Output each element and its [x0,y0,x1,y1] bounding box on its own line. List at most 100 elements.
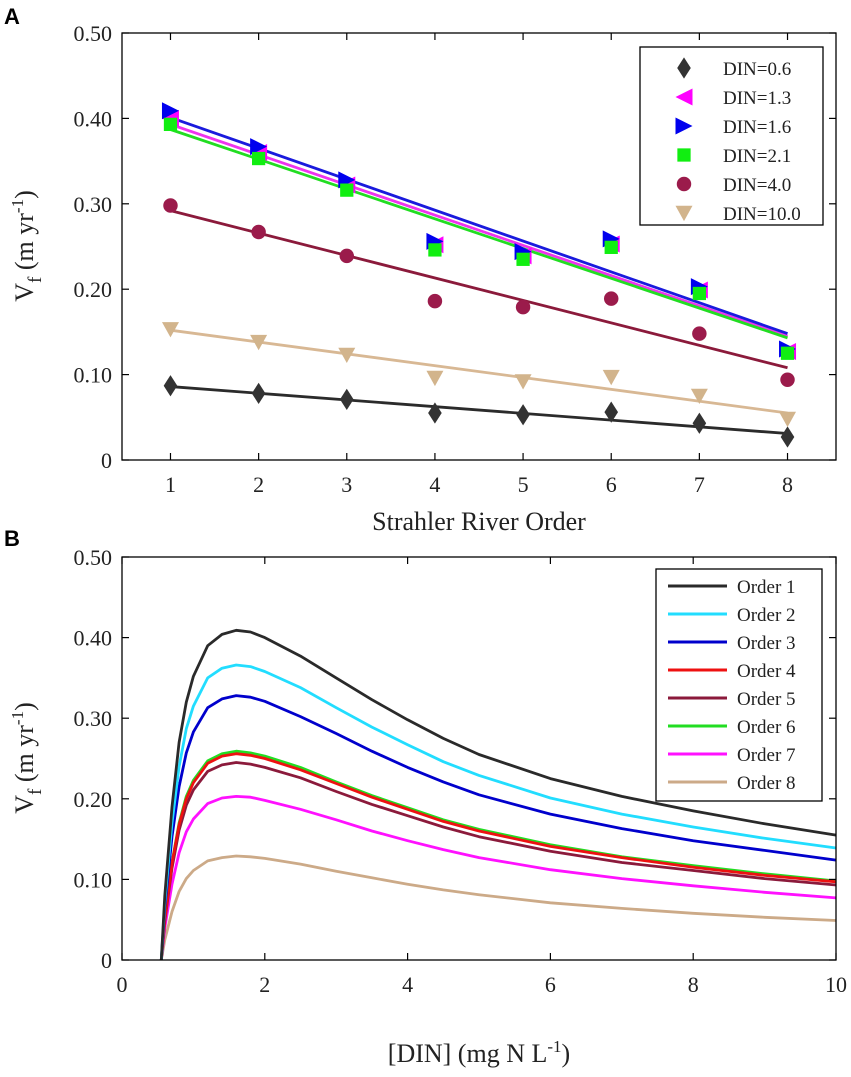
legend-marker-din-0-6 [677,57,691,79]
x-tick-label: 8 [782,472,793,497]
legend-label-order-1: Order 1 [737,577,796,598]
panel-a-y-axis-label: Vf (m yr-1) [8,190,46,302]
y-tick-label: 0.30 [74,706,113,731]
y-tick-label: 0.50 [74,545,113,570]
point-din-2-1 [251,151,266,166]
panel-b: B 0 2 4 6 8 10 0 0.10 0.20 0.30 0.40 0.50 [DIN] (mg… [4,526,847,1068]
fit-line-din-4-0 [170,209,788,370]
panel-a-legend: DIN=0.6 DIN=1.3 DIN=1.6 DIN=2.1 DIN=4.0 DIN=1… [639,46,824,226]
y-tick-label: 0.10 [74,363,113,388]
point-din-2-1 [163,117,178,132]
x-tick-label: 6 [606,472,617,497]
point-din-0-6 [692,412,707,434]
point-din-4-0 [515,299,531,315]
point-din-2-1 [428,243,442,257]
x-tick-label: 5 [518,472,529,497]
point-din-10-0 [514,374,532,390]
y-tick-label: 0.40 [74,626,113,651]
legend-label-order-6: Order 6 [737,717,796,738]
curve-order-3 [159,694,837,961]
legend-label-order-3: Order 3 [737,633,796,654]
point-din-0-6 [604,401,619,423]
legend-label-din-0-6: DIN=0.6 [723,59,791,80]
panel-a-x-axis-label: Strahler River Order [372,507,586,536]
panel-b-y-axis-label: Vf (m yr-1) [8,702,46,814]
y-tick-label: 0.30 [74,192,113,217]
panel-b-x-axis-label: [DIN] (mg N L-1) [388,1037,570,1068]
fit-line-din-1-3 [170,123,788,338]
point-din-2-1 [340,183,354,197]
legend-label-din-2-1: DIN=2.1 [723,146,791,167]
curve-order-1 [159,628,837,961]
legend-label-din-1-6: DIN=1.6 [723,117,791,138]
legend-label-order-5: Order 5 [737,689,796,710]
point-din-4-0 [163,198,178,213]
x-tick-label: 0 [117,972,128,997]
point-din-0-6 [339,388,354,410]
legend-marker-din-2-1 [677,148,691,162]
curve-order-4 [159,752,837,961]
point-din-10-0 [690,388,708,405]
point-din-10-0 [250,334,268,351]
panel-a-label: A [4,4,20,29]
point-din-10-0 [602,369,620,386]
x-tick-label: 4 [402,972,413,997]
point-din-2-1 [780,346,795,360]
legend-label-order-7: Order 7 [737,745,796,766]
point-din-2-1 [692,286,707,301]
panel-b-legend-box [655,568,823,802]
point-din-10-0 [426,370,444,387]
legend-label-din-1-3: DIN=1.3 [723,88,791,109]
x-tick-label: 7 [694,472,705,497]
point-din-4-0 [339,248,355,264]
point-din-0-6 [780,426,795,448]
x-tick-label: 2 [259,972,270,997]
legend-label-order-2: Order 2 [737,605,796,626]
fit-line-din-10-0 [170,328,788,415]
x-tick-label: 2 [253,472,264,497]
point-din-4-0 [692,326,707,341]
curve-order-7 [159,795,837,961]
x-tick-label: 6 [545,972,556,997]
point-din-4-0 [780,372,795,387]
legend-marker-din-1-3 [675,88,693,106]
panel-a: A 1 2 3 4 5 6 7 8 0 0.10 0.20 0.30 0.40 0.50 Strahler… [4,4,837,536]
panel-a-legend-box [639,46,824,226]
curve-order-5 [159,761,837,961]
y-tick-label: 0.20 [74,787,113,812]
legend-marker-din-1-6 [675,117,693,135]
legend-label-order-4: Order 4 [737,661,796,682]
panel-b-label: B [4,526,20,551]
point-din-4-0 [603,291,619,306]
fit-line-din-2-1 [170,128,788,340]
x-tick-label: 10 [825,972,847,997]
point-din-0-6 [163,375,178,397]
point-din-4-0 [427,293,443,309]
curve-order-2 [159,663,837,961]
y-tick-label: 0 [101,448,112,473]
x-tick-label: 4 [429,472,440,497]
point-din-10-0 [161,322,179,338]
point-din-2-1 [604,240,618,254]
y-tick-label: 0.10 [74,867,113,892]
y-tick-label: 0.20 [74,277,113,302]
point-din-4-0 [251,224,266,240]
panel-b-plot-frame [121,556,837,961]
legend-marker-din-4-0 [676,176,692,192]
point-din-1-6 [161,102,179,120]
x-tick-label: 8 [688,972,699,997]
legend-label-din-4-0: DIN=4.0 [723,175,791,196]
point-din-2-1 [516,252,530,266]
fit-line-din-1-6 [170,116,788,335]
legend-label-din-10-0: DIN=10.0 [723,204,801,225]
point-din-0-6 [428,402,442,424]
x-tick-label: 3 [341,472,352,497]
panel-b-legend: Order 1 Order 2 Order 3 Order 4 Order 5 Order… [655,568,823,802]
point-din-10-0 [779,411,797,428]
point-din-10-0 [338,347,356,364]
point-din-0-6 [516,404,530,426]
legend-marker-din-10-0 [675,205,693,222]
y-tick-label: 0 [101,948,112,973]
curve-order-8 [159,854,837,961]
